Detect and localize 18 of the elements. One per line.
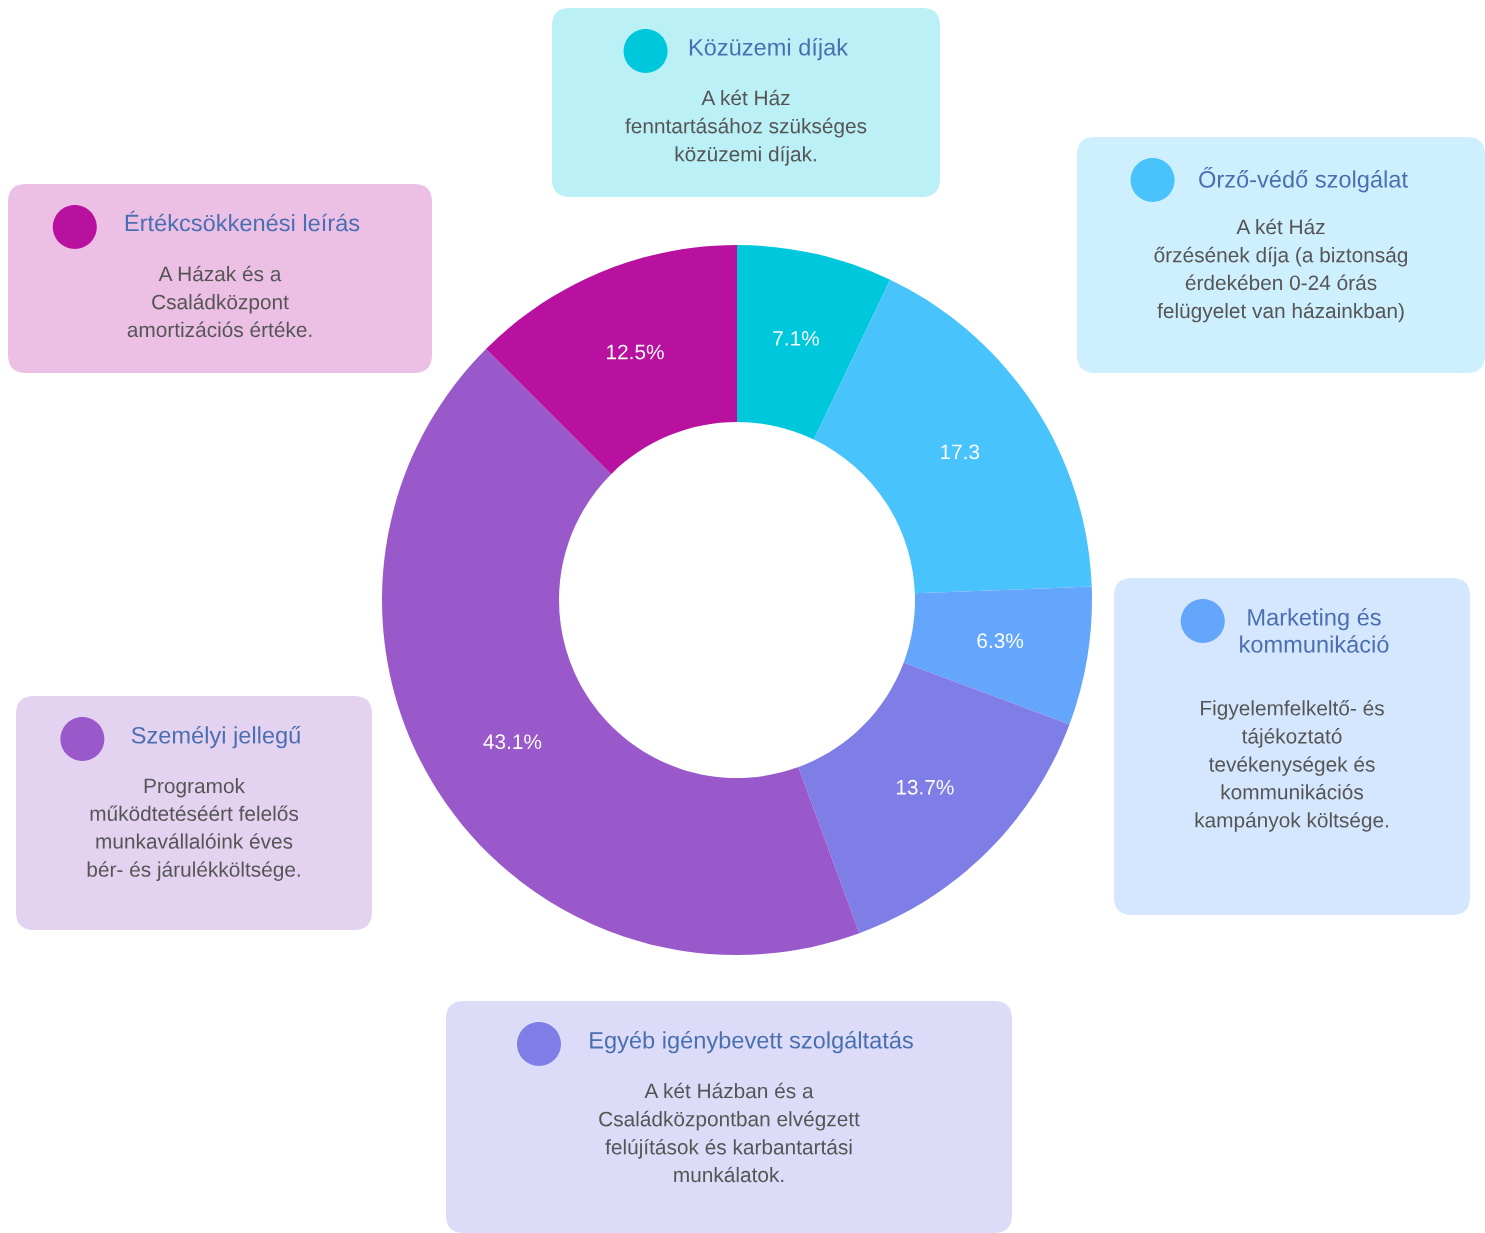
text: A két Házban és a Családközpontban elvégzett felújítások és karbantartási munkálatok. bbox=[599, 1082, 860, 1183]
legend-label: Személyi jellegű bbox=[131, 726, 301, 749]
legend-label: Értékcsökkenési leírás bbox=[125, 210, 360, 232]
data-label: 6.3% bbox=[977, 633, 1024, 649]
legend-label: Marketing és kommunikáció bbox=[1240, 608, 1389, 653]
legend-label: Egyéb igénybevett szolgáltatás bbox=[590, 1031, 913, 1054]
text: A Házak és a Családközpont amortizációs értéke. bbox=[127, 265, 312, 338]
text: A két Ház fenntartásához szükséges közüzemi díjak. bbox=[625, 89, 867, 166]
text: Figyelemfelkeltő- és tájékoztató tevékenységek és kommunikációs kampányok költsége. bbox=[1195, 700, 1388, 832]
data-label: 12.5% bbox=[607, 344, 664, 360]
data-label: 13.7% bbox=[896, 779, 954, 795]
data-label: 7.1% bbox=[773, 331, 819, 346]
data-label: 43.1% bbox=[483, 734, 542, 750]
legend-label: Közüzemi díjak bbox=[689, 38, 849, 61]
text: Programok működtetéséért felelős munkavállalóink éves bér- és járulékköltsége. bbox=[87, 778, 300, 881]
data-label: 17.3 bbox=[941, 444, 980, 460]
text: A két Ház őrzésének díja (a biztonság érdekében 0-24 órás felügyelet van házainkban) bbox=[1154, 218, 1408, 323]
legend-label: Őrző-védő szolgálat bbox=[1199, 167, 1408, 193]
